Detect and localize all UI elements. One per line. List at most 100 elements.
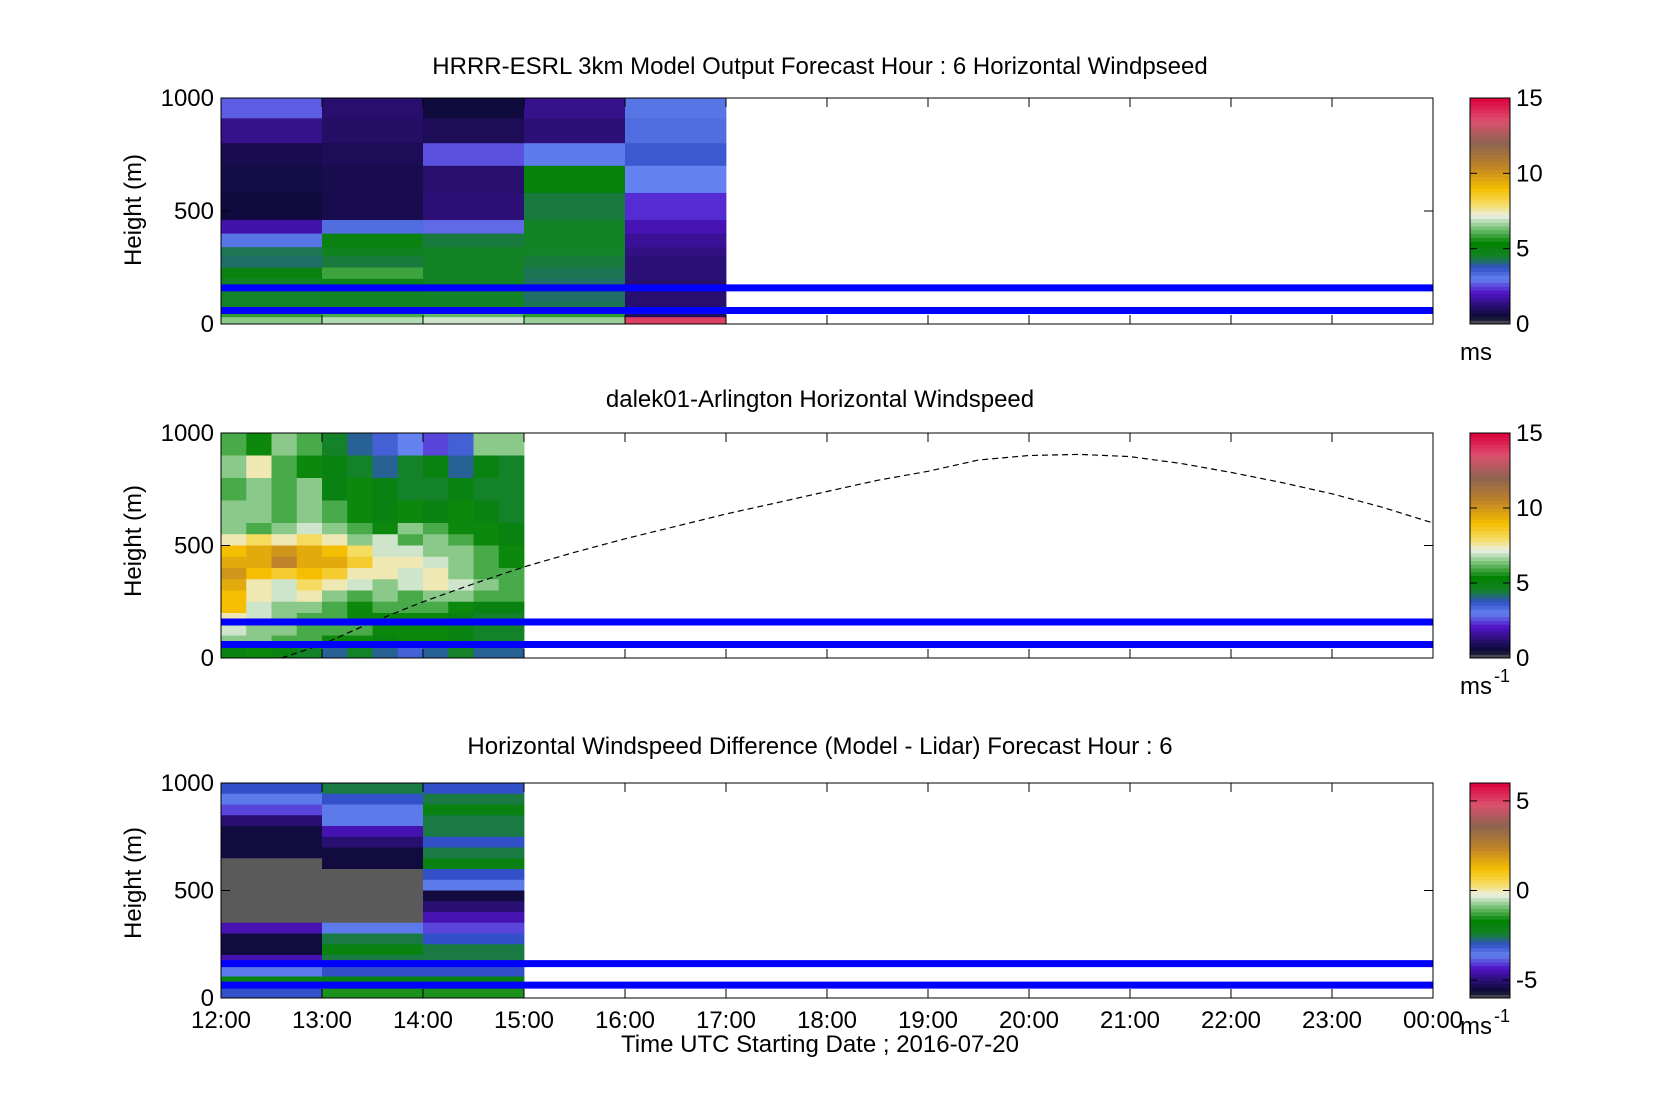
heatmap-cell: [625, 267, 727, 280]
heatmap-cell: [322, 890, 424, 902]
heatmap-cell: [423, 192, 525, 221]
colorbar-segment: [1470, 851, 1510, 856]
heatmap-cell: [397, 534, 424, 546]
colorbar-segment: [1470, 451, 1510, 456]
heatmap-cell: [372, 433, 399, 456]
heatmap-cell: [473, 579, 500, 591]
colorbar-tick-label: 15: [1516, 420, 1543, 447]
y-tick-label: 1000: [161, 420, 214, 447]
colorbar-tick-label: 5: [1516, 236, 1529, 263]
heatmap-cell: [423, 534, 449, 546]
colorbar-segment: [1470, 485, 1510, 490]
colorbar-segment: [1470, 538, 1510, 543]
colorbar-segment: [1470, 229, 1510, 235]
colorbar-segment: [1470, 320, 1510, 325]
heatmap-cell: [423, 826, 525, 838]
colorbar-segment: [1470, 293, 1510, 299]
colorbar-segment: [1470, 601, 1510, 606]
heatmap-cell: [423, 545, 449, 558]
heatmap-cell: [221, 192, 323, 221]
heatmap-cell: [423, 267, 525, 280]
heatmap-cell: [347, 590, 373, 603]
colorbar-segment: [1470, 297, 1510, 302]
heatmap-cell: [372, 500, 399, 524]
colorbar-segment: [1470, 113, 1510, 118]
heatmap-cell: [322, 804, 424, 816]
y-axis-label: Height (m): [120, 827, 147, 939]
colorbar-segment: [1470, 958, 1510, 963]
colorbar-segment: [1470, 504, 1510, 509]
heatmap-cell: [347, 568, 373, 580]
heatmap-cell: [397, 455, 424, 479]
colorbar-segment: [1470, 500, 1510, 505]
colorbar-segment: [1470, 937, 1510, 942]
heatmap-cell: [498, 601, 525, 614]
colorbar-segment: [1470, 448, 1510, 453]
colorbar-segment: [1470, 534, 1510, 539]
x-tick-label: 23:00: [1302, 1007, 1362, 1034]
heatmap-cell: [372, 534, 399, 546]
heatmap-cell: [246, 455, 272, 479]
colorbar-segment: [1470, 609, 1510, 614]
colorbar-segment: [1470, 628, 1510, 633]
heatmap-cell: [322, 912, 424, 924]
heatmap-cell: [296, 590, 323, 603]
heatmap-cell: [423, 901, 525, 913]
heatmap-cell: [221, 815, 323, 827]
colorbar-segment: [1470, 886, 1510, 891]
colorbar-segment: [1470, 894, 1510, 899]
colorbar-segment: [1470, 226, 1510, 231]
colorbar-segment: [1470, 654, 1510, 659]
colorbar-segment: [1470, 897, 1510, 902]
heatmap-cell: [524, 192, 626, 221]
heatmap-cell: [322, 165, 424, 194]
colorbar-segment: [1470, 571, 1510, 576]
heatmap-cell: [524, 310, 626, 318]
heatmap-cell: [322, 646, 348, 659]
colorbar-segment: [1470, 508, 1510, 513]
heatmap-cell: [397, 601, 424, 614]
x-tick-label: 18:00: [797, 1007, 857, 1034]
heatmap-cell: [448, 556, 474, 569]
heatmap-cell: [322, 624, 348, 636]
heatmap-cell: [322, 793, 424, 805]
panel-difference: Horizontal Windspeed Difference (Model -…: [120, 733, 1537, 1040]
heatmap-cell: [347, 624, 373, 636]
heatmap-cell: [625, 192, 727, 221]
heatmap-cell: [322, 826, 424, 838]
heatmap-cell: [498, 646, 525, 659]
heatmap-cell: [423, 793, 525, 805]
heatmap-cell: [625, 165, 727, 194]
colorbar-segment: [1470, 466, 1510, 471]
colorbar-segment: [1470, 869, 1510, 874]
colorbar-segment: [1470, 188, 1510, 193]
heatmap-cell: [397, 545, 424, 558]
heatmap-cell: [221, 869, 323, 881]
colorbar-segment: [1470, 463, 1510, 468]
heatmap-cell: [423, 912, 525, 924]
heatmap-cell: [271, 568, 298, 580]
heatmap-cell: [347, 545, 373, 558]
colorbar-segment: [1470, 180, 1510, 186]
colorbar: 0 5 10 15 ms: [1460, 85, 1543, 366]
heatmap-cell: [221, 500, 247, 524]
heatmap-cell: [296, 455, 323, 479]
colorbar-unit: ms: [1460, 1013, 1492, 1040]
colorbar-segment: [1470, 919, 1510, 924]
heatmap-cell: [221, 646, 247, 659]
colorbar-segment: [1470, 854, 1510, 859]
colorbar-segment: [1470, 620, 1510, 625]
x-tick-label: 12:00: [191, 1007, 251, 1034]
colorbar-segment: [1470, 120, 1510, 125]
heatmap-cell: [271, 534, 298, 546]
heatmap-cell: [296, 646, 323, 659]
heatmap-cell: [498, 478, 525, 501]
heatmap-cell: [423, 143, 525, 167]
chart-title: HRRR-ESRL 3km Model Output Forecast Hour…: [432, 53, 1207, 80]
heatmap-cell: [372, 568, 399, 580]
heatmap-cell: [347, 455, 373, 479]
heatmap-cell: [322, 568, 348, 580]
colorbar-segment: [1470, 207, 1510, 212]
heatmap-cell: [423, 836, 525, 848]
colorbar-segment: [1470, 237, 1510, 242]
